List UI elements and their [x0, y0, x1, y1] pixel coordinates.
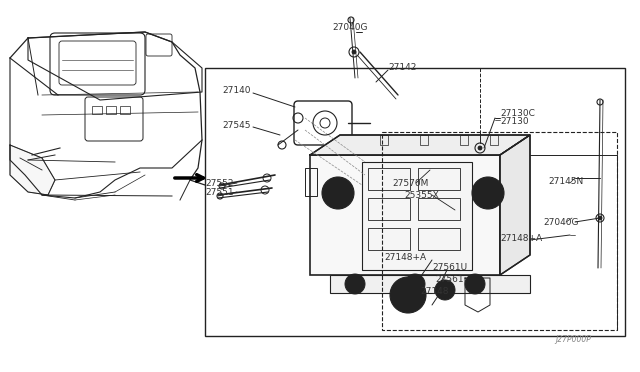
- Bar: [368, 198, 410, 220]
- Text: 27148+A: 27148+A: [500, 234, 542, 243]
- Text: J27P000P: J27P000P: [555, 336, 591, 344]
- Text: 27561: 27561: [435, 276, 463, 285]
- Text: 27545: 27545: [222, 121, 250, 129]
- Bar: [120, 106, 130, 114]
- Bar: [418, 198, 460, 220]
- Bar: [362, 162, 472, 270]
- Text: 27130C: 27130C: [500, 109, 535, 118]
- Bar: [368, 228, 410, 250]
- Text: 27148: 27148: [420, 288, 449, 296]
- Polygon shape: [500, 135, 530, 275]
- Bar: [420, 135, 428, 145]
- Bar: [418, 168, 460, 190]
- Circle shape: [405, 274, 425, 294]
- Bar: [310, 155, 500, 275]
- Circle shape: [598, 216, 602, 220]
- Bar: [305, 168, 317, 196]
- Circle shape: [478, 146, 482, 150]
- Bar: [380, 135, 388, 145]
- Bar: [205, 68, 625, 336]
- Circle shape: [465, 274, 485, 294]
- Text: 27561U: 27561U: [432, 263, 467, 273]
- Bar: [92, 106, 102, 114]
- Bar: [460, 135, 468, 145]
- Text: 27130: 27130: [500, 116, 529, 125]
- Bar: [418, 228, 460, 250]
- Bar: [330, 275, 530, 293]
- Text: 27040G: 27040G: [543, 218, 579, 227]
- Text: 27552: 27552: [205, 179, 234, 187]
- Text: 27145N: 27145N: [548, 176, 583, 186]
- Circle shape: [352, 50, 356, 54]
- Circle shape: [472, 177, 504, 209]
- Polygon shape: [10, 145, 55, 195]
- Circle shape: [345, 274, 365, 294]
- Bar: [382, 132, 617, 330]
- Bar: [490, 135, 498, 145]
- Bar: [368, 168, 410, 190]
- Circle shape: [435, 280, 455, 300]
- Text: 27148+A: 27148+A: [384, 253, 426, 263]
- Text: 27140: 27140: [222, 86, 250, 94]
- Bar: [106, 106, 116, 114]
- Circle shape: [390, 277, 426, 313]
- Text: 27570M: 27570M: [392, 179, 428, 187]
- Text: 27142: 27142: [388, 62, 417, 71]
- Text: 27551: 27551: [205, 187, 234, 196]
- Polygon shape: [310, 135, 530, 155]
- Text: 25355X: 25355X: [404, 190, 439, 199]
- Text: 27040G: 27040G: [332, 22, 367, 32]
- Circle shape: [322, 177, 354, 209]
